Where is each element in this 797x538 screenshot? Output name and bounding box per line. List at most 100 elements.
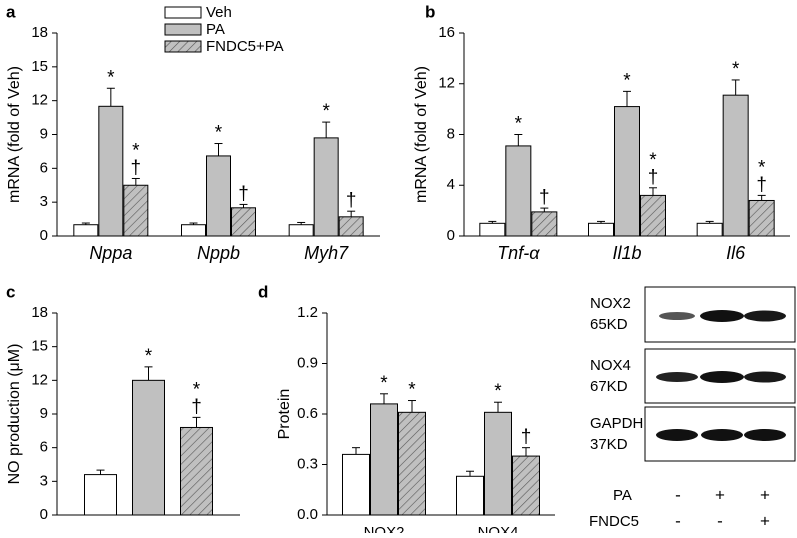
bar xyxy=(484,411,512,516)
y-tick-label: 4 xyxy=(447,176,455,193)
bar xyxy=(722,94,749,237)
significance-mark: † xyxy=(191,396,202,417)
panel-label: b xyxy=(425,2,435,21)
bar xyxy=(696,222,723,237)
x-tick-label: NOX4 xyxy=(478,524,519,533)
x-tick-label: Nppb xyxy=(197,243,240,263)
bar xyxy=(288,224,314,237)
bar xyxy=(181,224,206,237)
y-axis-title: NO production (μM) xyxy=(6,344,23,485)
band xyxy=(656,429,698,441)
significance-mark: † xyxy=(539,187,550,208)
significance-mark: * xyxy=(408,380,416,401)
band xyxy=(656,372,698,382)
condition-sign: - xyxy=(675,511,681,530)
legend-swatch xyxy=(164,6,202,19)
bar xyxy=(206,155,231,237)
significance-mark: * xyxy=(322,101,330,122)
blot-row-size: 65KD xyxy=(590,316,628,333)
panel-label: d xyxy=(258,282,268,301)
band xyxy=(700,371,744,383)
condition-sign: + xyxy=(760,511,770,530)
bar xyxy=(398,411,426,516)
bar xyxy=(123,184,149,237)
significance-mark: † xyxy=(131,157,142,178)
y-tick-label: 15 xyxy=(31,338,48,355)
bar xyxy=(505,145,532,237)
significance-mark: * xyxy=(732,59,740,80)
y-tick-label: 0 xyxy=(447,227,455,244)
significance-mark: * xyxy=(758,157,766,178)
bar xyxy=(231,207,256,237)
band xyxy=(659,312,695,320)
y-tick-label: 0 xyxy=(40,506,48,523)
condition-sign: + xyxy=(715,485,725,504)
y-tick-label: 6 xyxy=(40,439,48,456)
x-tick-label: Il1b xyxy=(612,243,641,263)
legend-label: PA xyxy=(206,21,225,38)
bar xyxy=(338,216,364,237)
y-tick-label: 8 xyxy=(447,125,455,142)
y-tick-label: 3 xyxy=(40,193,48,210)
y-tick-label: 9 xyxy=(40,125,48,142)
significance-mark: * xyxy=(380,373,388,394)
y-tick-label: 12 xyxy=(31,92,48,109)
y-tick-label: 18 xyxy=(31,304,48,321)
significance-mark: * xyxy=(623,70,631,91)
legend-swatch xyxy=(164,23,202,36)
band xyxy=(744,371,786,383)
legend-label: Veh xyxy=(206,4,232,21)
y-tick-label: 3 xyxy=(40,472,48,489)
y-tick-label: 0.6 xyxy=(297,405,318,422)
bar xyxy=(370,403,398,516)
significance-mark: * xyxy=(649,150,657,171)
blot-row-size: 37KD xyxy=(590,436,628,453)
bar xyxy=(180,426,213,516)
condition-sign: - xyxy=(717,511,723,530)
band xyxy=(744,429,786,441)
blot-row-label: NOX2 xyxy=(590,295,631,312)
bar xyxy=(531,211,558,237)
significance-mark: * xyxy=(494,381,502,402)
bar xyxy=(588,222,614,237)
y-tick-label: 12 xyxy=(31,371,48,388)
condition-label: FNDC5 xyxy=(589,513,639,530)
y-tick-label: 18 xyxy=(31,24,48,41)
bar xyxy=(479,222,506,237)
bar xyxy=(640,194,666,237)
y-tick-label: 1.2 xyxy=(297,304,318,321)
bar xyxy=(512,455,540,516)
significance-mark: † xyxy=(346,190,357,211)
significance-mark: † xyxy=(756,174,767,195)
bar xyxy=(748,199,775,237)
panel-label: c xyxy=(6,282,15,301)
blot-image xyxy=(644,286,796,462)
legend-swatch xyxy=(164,40,202,53)
blot-row-label: NOX4 xyxy=(590,357,631,374)
y-axis-title: mRNA (fold of Veh) xyxy=(6,66,23,203)
significance-mark: † xyxy=(648,167,659,188)
legend-label: FNDC5+PA xyxy=(206,38,284,55)
y-axis-title: mRNA (fold of Veh) xyxy=(413,66,430,203)
condition-sign: - xyxy=(675,485,681,504)
condition-label: PA xyxy=(613,487,632,504)
y-tick-label: 0.0 xyxy=(297,506,318,523)
x-tick-label: Il6 xyxy=(726,243,746,263)
x-tick-label: Tnf-α xyxy=(497,243,540,263)
y-tick-label: 12 xyxy=(438,75,455,92)
x-tick-label: NOX2 xyxy=(364,524,405,533)
bar xyxy=(313,137,339,237)
panel-label: a xyxy=(6,2,16,21)
y-tick-label: 16 xyxy=(438,24,455,41)
blot-row-label: GAPDH xyxy=(590,415,643,432)
y-tick-label: 15 xyxy=(31,58,48,75)
significance-mark: * xyxy=(107,67,115,88)
band xyxy=(744,310,786,322)
significance-mark: * xyxy=(515,114,523,135)
blot-row-size: 67KD xyxy=(590,378,628,395)
bar xyxy=(342,453,370,516)
y-tick-label: 0.3 xyxy=(297,455,318,472)
y-tick-label: 0.9 xyxy=(297,354,318,371)
band xyxy=(700,310,744,322)
